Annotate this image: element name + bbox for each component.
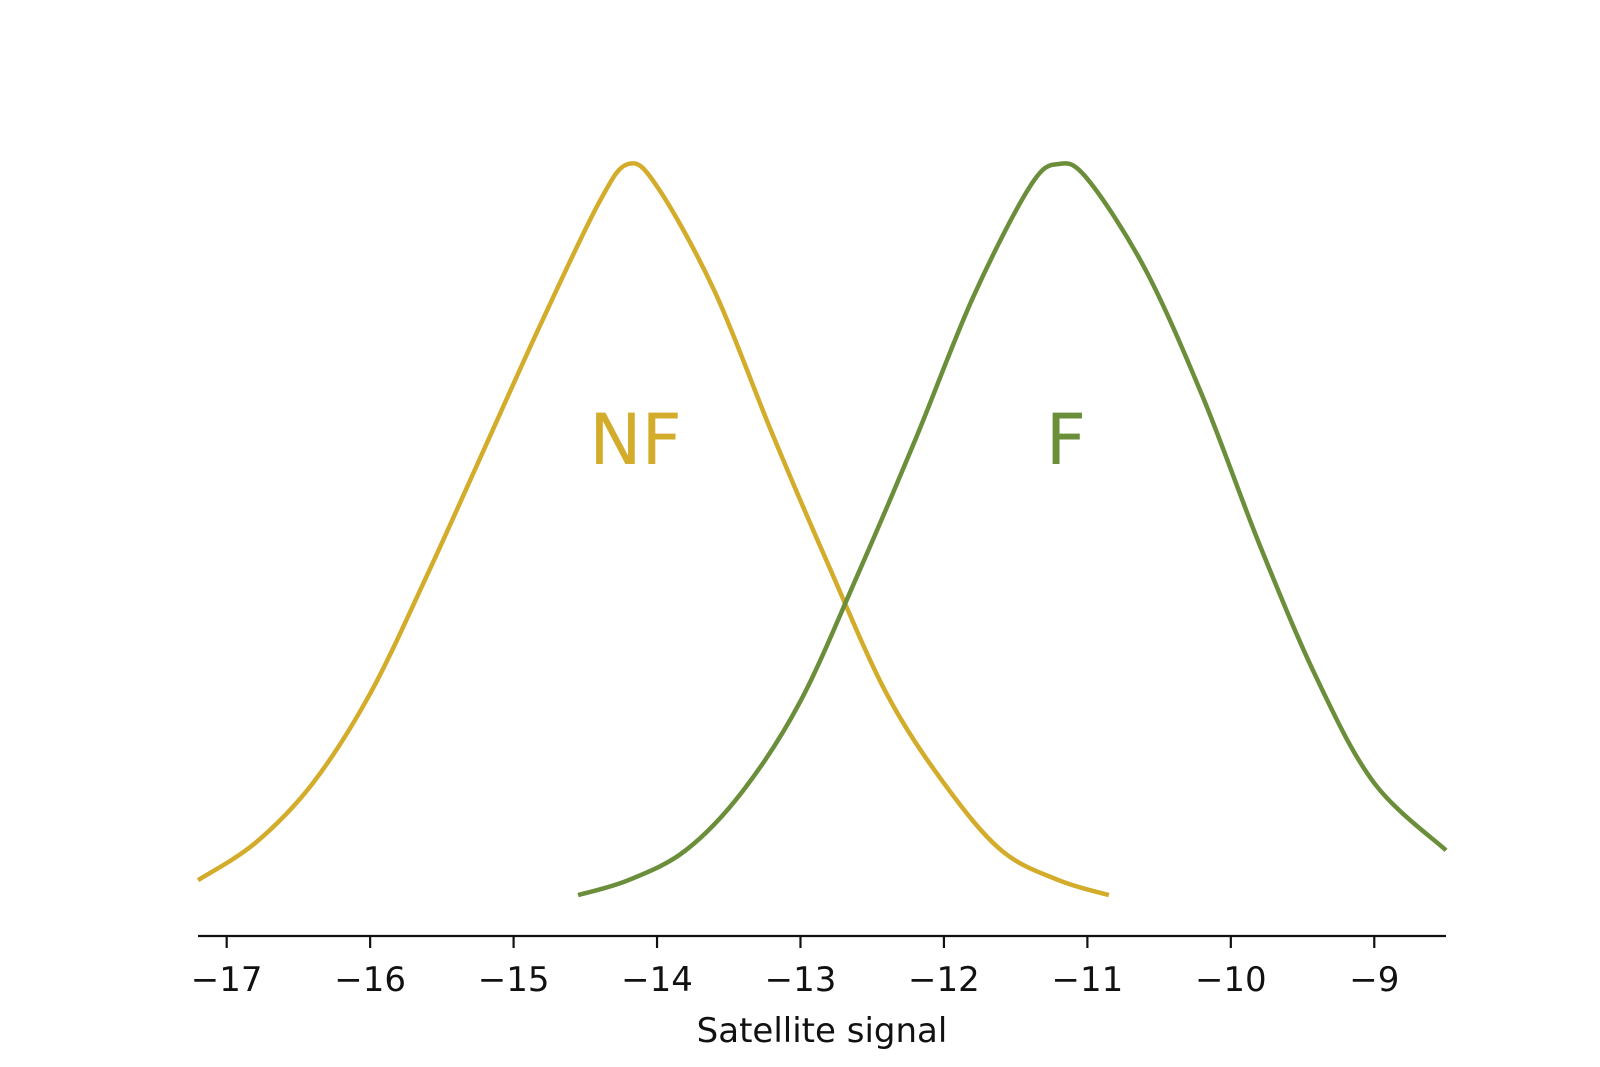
series-label-f: F bbox=[1046, 399, 1086, 481]
x-tick-label: −14 bbox=[621, 960, 693, 1000]
x-tick-label: −15 bbox=[478, 960, 550, 1000]
x-tick-label: −12 bbox=[908, 960, 980, 1000]
series-line-f bbox=[577, 161, 1448, 898]
x-tick-label: −13 bbox=[765, 960, 837, 1000]
series-labels: NF F bbox=[589, 399, 1086, 481]
x-tick-label: −11 bbox=[1051, 960, 1123, 1000]
x-tick-label: −16 bbox=[334, 960, 406, 1000]
x-tick-label: −9 bbox=[1349, 960, 1399, 1000]
x-tick-label: −10 bbox=[1195, 960, 1267, 1000]
series-line-nf bbox=[196, 161, 1110, 898]
x-axis-ticks: −17 −16 −15 −14 −13 −12 −11 −10 −9 bbox=[191, 936, 1399, 1000]
x-tick-label: −17 bbox=[191, 960, 263, 1000]
series-label-nf: NF bbox=[589, 399, 682, 481]
curves-layer bbox=[196, 161, 1448, 898]
x-axis-title: Satellite signal bbox=[697, 1011, 948, 1051]
